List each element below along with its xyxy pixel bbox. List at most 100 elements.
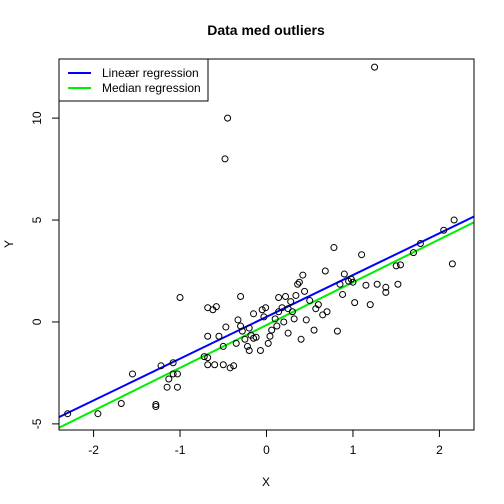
data-point [275, 308, 283, 316]
data-point [340, 270, 348, 278]
data-point [362, 281, 370, 289]
data-point [294, 280, 302, 288]
data-point [288, 308, 296, 316]
data-point [302, 316, 310, 324]
y-tick-label: -5 [30, 418, 44, 429]
data-point [323, 308, 331, 316]
data-point [314, 301, 322, 309]
data-point [157, 362, 165, 370]
data-point [392, 262, 400, 270]
data-point [319, 311, 327, 319]
data-point [204, 332, 212, 340]
data-point [284, 329, 292, 337]
data-point [409, 249, 417, 257]
data-point [268, 326, 276, 334]
data-point [260, 313, 268, 321]
data-point [336, 280, 344, 288]
data-point [230, 362, 238, 370]
data-point [299, 271, 307, 279]
data-point [448, 260, 456, 268]
data-point [295, 278, 303, 286]
data-point [176, 294, 184, 301]
data-point [273, 322, 281, 330]
data-point [163, 383, 171, 391]
data-point [397, 261, 405, 269]
data-point [243, 342, 251, 350]
data-point [232, 339, 240, 347]
data-point [282, 292, 290, 300]
data-point [382, 288, 390, 296]
y-axis: -5 0 5 10 [30, 111, 60, 429]
data-point [416, 239, 424, 247]
data-point [237, 292, 245, 300]
data-point [173, 370, 181, 378]
data-point [258, 306, 266, 314]
data-points [64, 63, 458, 418]
data-point [262, 304, 270, 312]
data-point [297, 335, 305, 343]
data-point [204, 354, 212, 362]
data-point [264, 339, 272, 347]
data-point [226, 364, 234, 372]
data-point [221, 155, 229, 163]
data-point [152, 403, 160, 411]
x-axis-label: X [262, 475, 270, 489]
data-point [382, 283, 390, 291]
data-point [306, 297, 314, 305]
data-point [440, 226, 448, 234]
data-point [200, 353, 208, 361]
data-point [212, 303, 220, 311]
data-point [371, 63, 379, 71]
legend-label-1: Median regression [102, 81, 201, 95]
data-point [219, 342, 227, 350]
y-tick-label: 0 [30, 318, 44, 325]
x-tick-label: -2 [88, 443, 99, 457]
data-point [287, 298, 295, 306]
data-point [330, 244, 338, 252]
data-point [211, 361, 219, 369]
x-tick-label: 0 [263, 443, 270, 457]
chart-title: Data med outliers [207, 22, 325, 38]
x-tick-label: 2 [436, 443, 443, 457]
data-point [271, 315, 279, 323]
data-point [245, 324, 253, 332]
data-point [241, 335, 249, 343]
data-point [339, 290, 347, 298]
data-point [222, 323, 230, 331]
data-point [321, 267, 329, 275]
data-point [450, 216, 458, 224]
data-point [165, 375, 173, 383]
data-point [94, 410, 102, 418]
legend-box [58, 58, 209, 102]
x-axis: -2 -1 0 1 2 [88, 429, 443, 457]
y-tick-label: 5 [30, 216, 44, 223]
data-point [169, 359, 177, 367]
data-point [173, 383, 181, 391]
data-point [351, 299, 359, 307]
data-point [250, 310, 258, 318]
data-point [64, 410, 72, 418]
data-point [169, 370, 177, 378]
data-point [290, 315, 298, 323]
data-point [252, 333, 260, 341]
data-point [256, 347, 264, 354]
data-point [117, 400, 125, 407]
data-point [224, 114, 232, 122]
plot-area [58, 58, 475, 431]
data-point [373, 280, 381, 288]
data-point [128, 370, 136, 378]
data-point [349, 278, 357, 286]
data-point [215, 332, 223, 340]
data-point [310, 326, 318, 334]
data-point [280, 318, 288, 326]
regression-lines [59, 215, 474, 429]
data-point [358, 251, 366, 259]
data-point [366, 301, 374, 309]
data-point [152, 401, 160, 409]
y-tick-label: 10 [30, 111, 44, 125]
y-axis-label: Y [2, 240, 16, 248]
data-point [234, 316, 242, 324]
legend-label-0: Lineær regression [102, 66, 199, 80]
data-point [245, 347, 253, 354]
